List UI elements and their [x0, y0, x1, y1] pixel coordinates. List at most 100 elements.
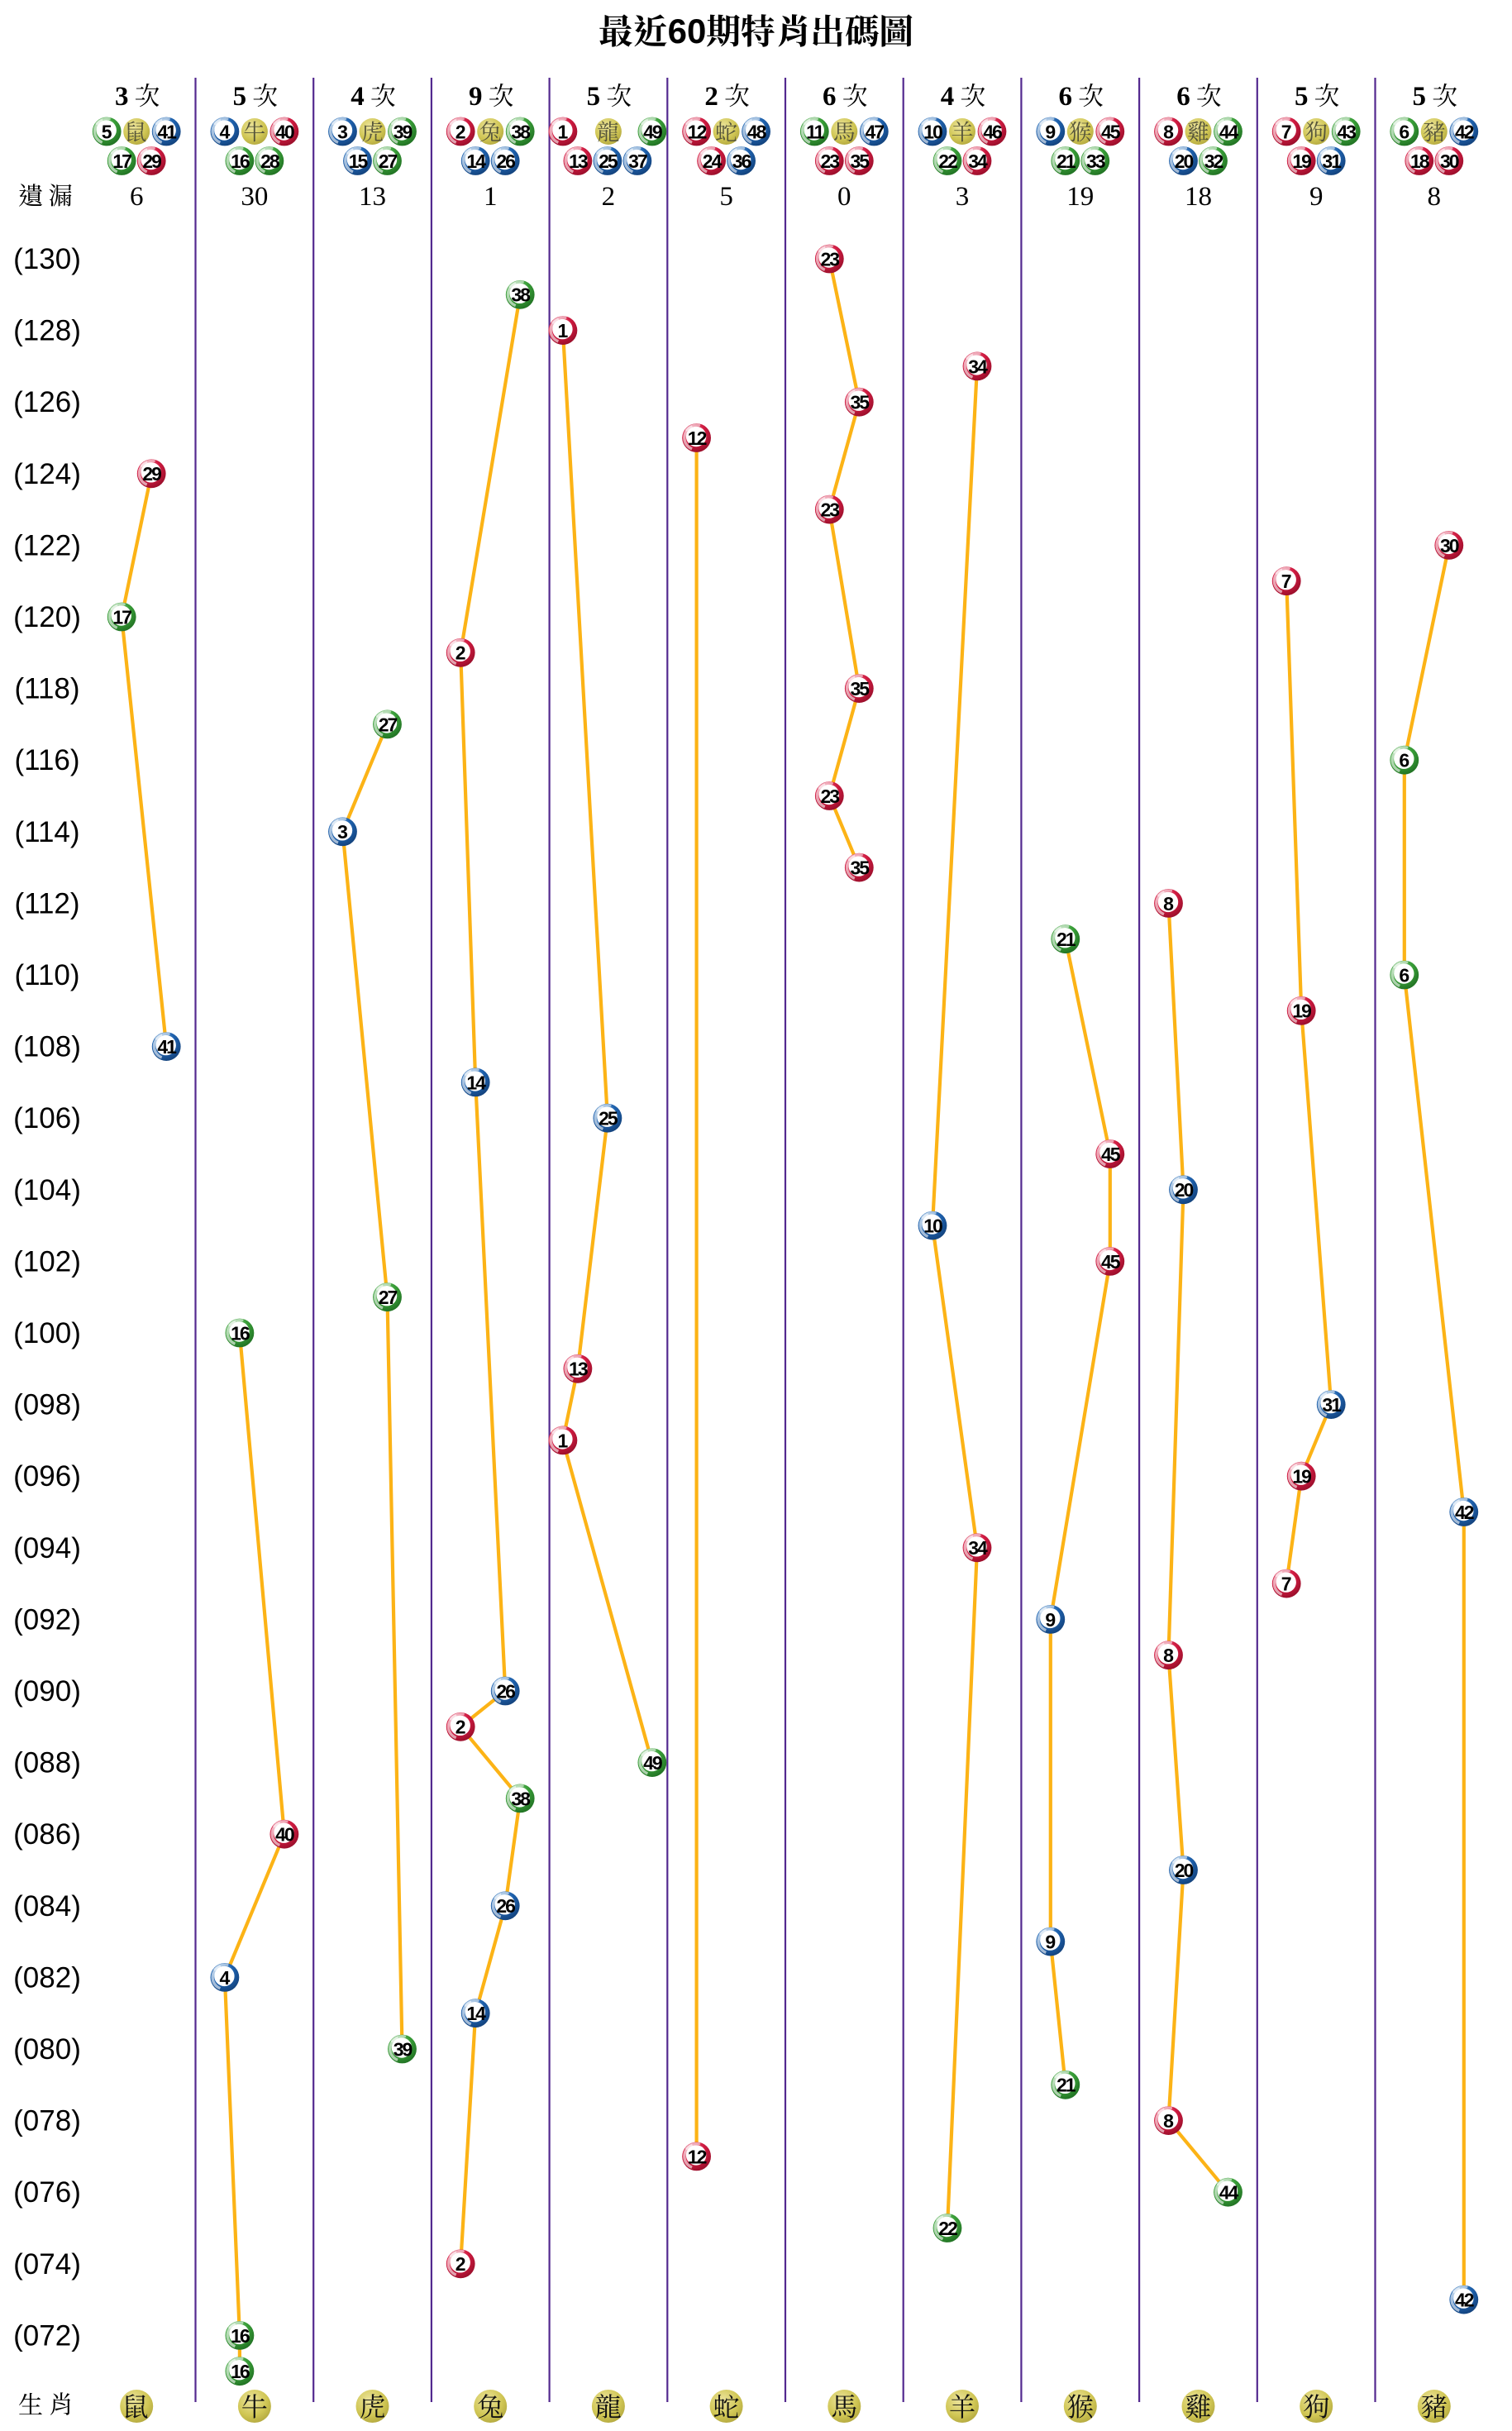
svg-text:6: 6	[1399, 121, 1409, 142]
svg-text:9: 9	[1045, 1932, 1056, 1953]
svg-text:2: 2	[456, 1717, 466, 1738]
svg-text:8: 8	[1163, 893, 1174, 915]
svg-text:7: 7	[1281, 121, 1292, 142]
svg-text:(120): (120)	[13, 601, 81, 633]
svg-text:(128): (128)	[13, 315, 81, 347]
svg-text:5: 5	[1295, 82, 1309, 112]
svg-text:14: 14	[466, 2003, 486, 2024]
svg-text:45: 45	[1101, 1144, 1121, 1165]
svg-text:5: 5	[719, 182, 733, 212]
svg-text:21: 21	[1056, 150, 1076, 172]
svg-text:25: 25	[599, 150, 618, 172]
svg-text:(090): (090)	[13, 1675, 81, 1707]
svg-text:11: 11	[806, 121, 825, 142]
svg-text:34: 34	[968, 150, 988, 172]
svg-text:(108): (108)	[13, 1031, 81, 1063]
svg-text:26: 26	[496, 150, 515, 172]
svg-text:19: 19	[1066, 182, 1094, 212]
svg-text:38: 38	[511, 1788, 531, 1809]
svg-text:16: 16	[231, 2361, 250, 2382]
svg-text:3: 3	[337, 121, 348, 142]
svg-text:3: 3	[956, 182, 970, 212]
svg-text:34: 34	[968, 1537, 988, 1559]
svg-text:16: 16	[231, 2325, 250, 2347]
svg-text:19: 19	[1292, 1466, 1311, 1488]
svg-text:4: 4	[351, 82, 365, 112]
svg-text:10: 10	[923, 121, 942, 142]
svg-text:(100): (100)	[13, 1317, 81, 1349]
svg-text:38: 38	[511, 284, 531, 306]
svg-text:(126): (126)	[13, 386, 81, 418]
svg-text:(118): (118)	[14, 673, 79, 705]
svg-text:60: 60	[668, 12, 707, 50]
svg-text:46: 46	[983, 121, 1002, 142]
svg-text:22: 22	[938, 2218, 957, 2239]
svg-text:24: 24	[703, 150, 723, 172]
svg-text:6: 6	[823, 82, 837, 112]
svg-text:6: 6	[1059, 82, 1073, 112]
svg-text:29: 29	[142, 463, 161, 485]
svg-text:12: 12	[688, 427, 707, 449]
svg-text:(102): (102)	[13, 1245, 81, 1278]
svg-text:2: 2	[456, 642, 466, 664]
svg-text:13: 13	[359, 182, 386, 212]
svg-text:6: 6	[1399, 964, 1409, 986]
svg-text:29: 29	[142, 150, 161, 172]
svg-text:41: 41	[157, 1036, 177, 1058]
svg-text:13: 13	[569, 150, 588, 172]
svg-text:2: 2	[456, 121, 466, 142]
svg-text:47: 47	[866, 121, 885, 142]
svg-text:21: 21	[1056, 2075, 1076, 2096]
svg-text:19: 19	[1292, 150, 1311, 172]
svg-text:18: 18	[1410, 150, 1430, 172]
svg-text:4: 4	[220, 121, 231, 142]
svg-text:(106): (106)	[13, 1102, 81, 1134]
svg-text:(074): (074)	[13, 2248, 81, 2281]
svg-text:20: 20	[1175, 1860, 1194, 1881]
svg-text:49: 49	[643, 1752, 662, 1774]
svg-text:20: 20	[1175, 1179, 1194, 1201]
svg-text:(088): (088)	[13, 1747, 81, 1779]
svg-text:30: 30	[241, 182, 268, 212]
svg-text:7: 7	[1281, 1574, 1292, 1595]
svg-text:30: 30	[1440, 535, 1459, 556]
svg-text:48: 48	[747, 121, 767, 142]
svg-text:14: 14	[466, 1072, 486, 1093]
svg-text:16: 16	[231, 150, 250, 172]
svg-text:27: 27	[379, 1287, 398, 1308]
svg-text:28: 28	[260, 150, 280, 172]
svg-text:(124): (124)	[13, 458, 81, 490]
svg-text:45: 45	[1101, 121, 1121, 142]
svg-text:(072): (072)	[13, 2319, 81, 2352]
svg-text:42: 42	[1455, 121, 1474, 142]
svg-text:27: 27	[379, 150, 398, 172]
svg-text:31: 31	[1322, 1394, 1342, 1416]
svg-text:(114): (114)	[14, 816, 79, 848]
svg-text:18: 18	[1185, 182, 1212, 212]
svg-text:(130): (130)	[13, 243, 81, 275]
svg-text:23: 23	[821, 248, 840, 270]
svg-text:14: 14	[466, 150, 486, 172]
svg-text:20: 20	[1175, 150, 1194, 172]
svg-text:35: 35	[851, 678, 870, 700]
svg-text:(076): (076)	[13, 2176, 81, 2209]
svg-text:44: 44	[1219, 121, 1239, 142]
svg-text:(082): (082)	[13, 1961, 81, 1994]
svg-text:26: 26	[496, 1680, 515, 1702]
svg-text:19: 19	[1292, 1001, 1311, 1022]
svg-text:2: 2	[456, 2253, 466, 2275]
svg-text:9: 9	[1045, 121, 1056, 142]
svg-text:35: 35	[851, 392, 870, 413]
svg-text:(094): (094)	[13, 1532, 81, 1564]
svg-text:42: 42	[1455, 1502, 1474, 1523]
svg-text:44: 44	[1219, 2182, 1239, 2204]
svg-text:(112): (112)	[14, 887, 79, 919]
svg-text:42: 42	[1455, 2290, 1474, 2311]
svg-text:32: 32	[1204, 150, 1223, 172]
svg-text:35: 35	[851, 857, 870, 879]
svg-text:3: 3	[115, 82, 129, 112]
svg-text:33: 33	[1086, 150, 1105, 172]
svg-text:25: 25	[599, 1108, 618, 1130]
svg-text:13: 13	[569, 1359, 588, 1380]
svg-text:2: 2	[704, 82, 718, 112]
